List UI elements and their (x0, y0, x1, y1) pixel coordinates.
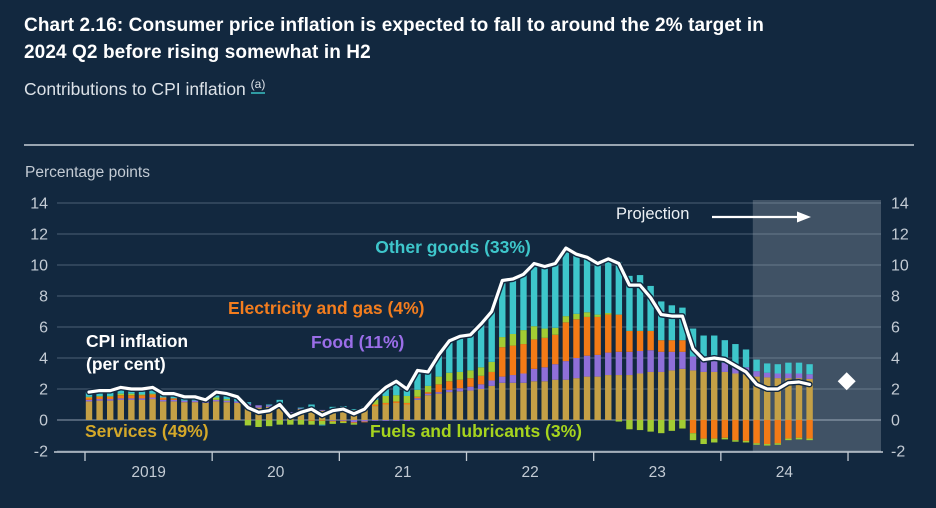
x-tick-label: 24 (776, 464, 794, 481)
chart-header: Chart 2.16: Consumer price inflation is … (24, 12, 924, 100)
y-tick-label: -2 (891, 444, 905, 461)
y-tick-label: 6 (39, 320, 48, 337)
cpi-diamond-marker (837, 372, 856, 391)
chart-title-line1: Chart 2.16: Consumer price inflation is … (24, 15, 764, 36)
legend-food: Food (11%) (311, 332, 405, 352)
y-tick-label: 4 (39, 351, 48, 368)
y-axis-unit-label: Percentage points (25, 164, 150, 181)
bars (85, 247, 813, 446)
x-tick-label: 23 (649, 464, 666, 481)
y-tick-label: 2 (39, 382, 48, 399)
x-tick-label: 2019 (131, 464, 165, 481)
legend-fuels-lubricants: Fuels and lubricants (3%) (370, 421, 582, 441)
y-tick-label: 14 (891, 196, 909, 213)
legend-electricity-gas: Electricity and gas (4%) (228, 298, 425, 318)
x-tick-label: 20 (267, 464, 285, 481)
x-tick-label: 22 (521, 464, 538, 481)
x-axis: 2019 20 21 22 23 24 (54, 451, 883, 481)
chart-title-line2: 2024 Q2 before rising somewhat in H2 (24, 42, 371, 63)
legend-services: Services (49%) (85, 421, 209, 441)
footnote-marker-a[interactable]: (a) (250, 77, 266, 94)
y-tick-label: 12 (891, 227, 909, 244)
chart-title: Chart 2.16: Consumer price inflation is … (24, 12, 924, 66)
header-divider (24, 144, 914, 146)
projection-arrow (712, 211, 811, 223)
legend-cpi-inflation: CPI inflation (per cent) (86, 331, 189, 374)
cpi-line (86, 245, 813, 420)
y-tick-label: 8 (39, 289, 48, 306)
projection-label: Projection (616, 205, 690, 223)
y-tick-label: 2 (891, 382, 900, 399)
y-tick-label: 0 (39, 413, 48, 430)
x-tick-label: 21 (394, 464, 411, 481)
y-tick-label: 8 (891, 289, 900, 306)
y-axis-labels-left: 14 12 10 8 6 4 2 0 -2 (30, 196, 48, 461)
y-tick-label: 4 (891, 351, 900, 368)
legend-other-goods: Other goods (33%) (375, 237, 531, 257)
y-tick-label: 12 (30, 227, 48, 244)
y-tick-label: 6 (891, 320, 900, 337)
projection-region (752, 200, 881, 452)
y-tick-label: 14 (30, 196, 48, 213)
chart-subtitle: Contributions to CPI inflation (a) (24, 77, 266, 99)
y-tick-label: 10 (891, 258, 909, 275)
y-tick-label: 10 (30, 258, 48, 275)
y-tick-label: 0 (891, 413, 900, 430)
y-axis-labels-right: 14 12 10 8 6 4 2 0 -2 (891, 196, 909, 461)
y-tick-label: -2 (34, 444, 48, 461)
